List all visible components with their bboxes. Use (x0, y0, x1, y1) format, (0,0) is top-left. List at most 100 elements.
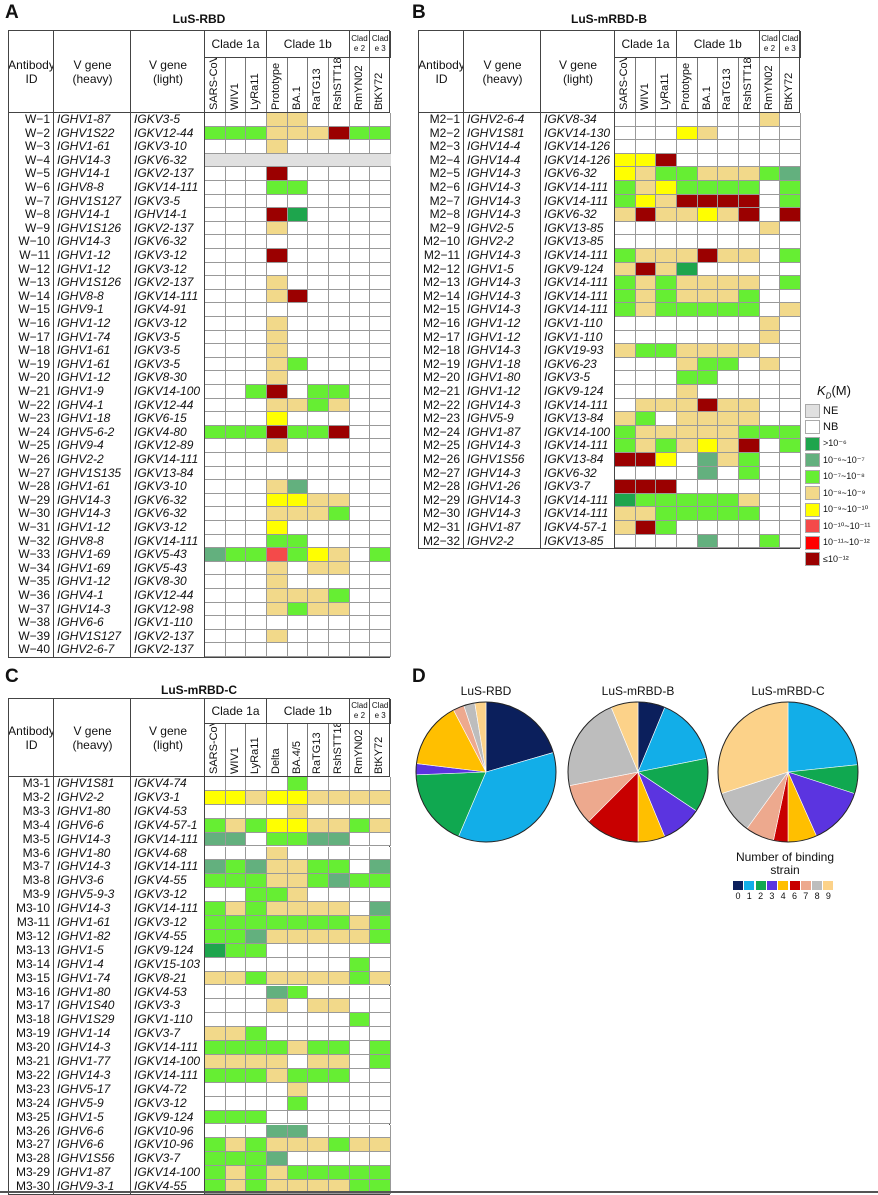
light-gene: IGKV14-100 (134, 1055, 201, 1068)
kd-cell (349, 398, 371, 413)
kd-cell (267, 616, 288, 630)
light-gene: IGKV3-5 (134, 194, 181, 208)
strain-header-cell: LyRa11 (656, 58, 677, 112)
kd-cell (349, 602, 371, 617)
strain-label: RshSTT182 (742, 58, 754, 110)
kd-cell (287, 575, 309, 589)
kd-cell (246, 167, 267, 181)
kd-cell (759, 425, 781, 440)
table-row: M2−15 IGHV14-3 IGKV14-111 (419, 303, 801, 317)
table-row: M3-30 IGHV9-3-1 IGKV4-55 (9, 1180, 391, 1194)
strain-label: RmYN02 (762, 65, 775, 110)
kd-cell (759, 480, 781, 494)
kd-cell (615, 249, 636, 263)
kd-cell (246, 818, 267, 833)
kd-cell (329, 249, 350, 263)
light-gene: IGKV4-74 (134, 777, 187, 790)
legend-item: 10⁻⁸~10⁻⁹ (805, 485, 870, 502)
heavy-gene: IGHV14-3 (467, 344, 521, 358)
light-gene: IGKV14-126 (544, 153, 611, 167)
kd-cell (656, 330, 677, 345)
kd-cell (267, 902, 288, 916)
kd-cell (697, 221, 719, 236)
kd-cell (267, 1096, 288, 1111)
kd-cell (287, 221, 309, 236)
kd-cell (329, 412, 350, 426)
kd-cell (615, 276, 636, 290)
strain-header-cell: WIV1 (226, 58, 247, 112)
kd-cell (267, 777, 288, 791)
kd-cell (615, 181, 636, 195)
kd-cell (267, 1166, 288, 1181)
strain-label: RmYN02 (352, 65, 365, 110)
table-row: W−26 IGHV2-2 IGKV14-111 (9, 453, 391, 467)
kd-cell (329, 1013, 350, 1028)
kd-cell (267, 860, 288, 875)
kd-cell (267, 181, 288, 195)
kd-cell (308, 790, 329, 805)
light-gene: IGKV9-124 (544, 385, 604, 398)
kd-cell (370, 1096, 391, 1111)
kd-cell (287, 832, 309, 847)
light-gene: IGKV14-111 (544, 439, 609, 453)
light-gene: IGKV4-72 (134, 1082, 187, 1096)
kd-cell (635, 249, 657, 263)
kd-cell (205, 971, 226, 986)
kd-cell (677, 113, 698, 127)
kd-cell (656, 425, 677, 440)
kd-cell (349, 1027, 371, 1042)
light-gene: IGKV3-12 (134, 249, 187, 262)
kd-cell (308, 249, 329, 263)
strain-label: SARS-CoV (208, 58, 220, 110)
kd-cell (308, 888, 329, 903)
pie-legend-swatch (789, 881, 800, 890)
kd-cell (329, 971, 350, 986)
kd-cell (656, 453, 677, 467)
kd-cell (267, 371, 288, 385)
heavy-gene: IGHV2-2 (467, 534, 514, 548)
kd-cell (656, 357, 677, 372)
light-gene: IGKV12-44 (134, 589, 194, 602)
strain-label: BtKY72 (783, 72, 796, 110)
kd-cell (205, 999, 226, 1014)
antibody-id: W−11 (19, 249, 50, 262)
kd-cell (308, 412, 329, 426)
kd-cell (287, 113, 309, 127)
kd-cell (349, 235, 371, 249)
strain-header-cell: BtKY72 (780, 58, 801, 112)
kd-cell (615, 208, 636, 222)
kd-cell (205, 466, 226, 481)
antibody-id: M2−29 (422, 493, 460, 507)
kd-cell (246, 1124, 267, 1139)
header-heavy: V gene (heavy) (482, 57, 523, 86)
kd-cell (287, 1027, 309, 1042)
heavy-gene: IGHV14-4 (467, 153, 521, 167)
header-id: Antibody ID (9, 723, 54, 752)
kd-cell (718, 126, 739, 141)
kd-cell (718, 385, 739, 399)
kd-cell (697, 344, 719, 358)
heavy-gene: IGHV5-9 (57, 1096, 104, 1110)
kd-cell (287, 480, 309, 494)
kd-cell (780, 344, 801, 358)
antibody-id: W−24 (18, 425, 50, 439)
table-row: M3-25 IGHV1-5 IGKV9-124 (9, 1110, 391, 1125)
kd-cell (635, 153, 657, 168)
strain-header-cell: RshSTT182 (329, 724, 350, 776)
table-row: M3-4 IGHV6-6 IGKV4-57-1 (9, 818, 391, 833)
kd-cell (329, 289, 350, 304)
kd-cell (287, 846, 309, 861)
kd-cell (697, 371, 719, 385)
kd-cell (225, 602, 247, 617)
kd-cell (370, 860, 391, 875)
light-gene: IGKV14-111 (544, 194, 609, 208)
kd-cell (759, 303, 781, 317)
kd-cell (225, 548, 247, 562)
kd-cell (718, 221, 739, 236)
kd-cell (287, 860, 309, 875)
legend-swatch (805, 453, 820, 468)
kd-cell (308, 1124, 329, 1139)
heavy-gene: IGHV14-3 (57, 860, 111, 874)
kd-cell (287, 629, 309, 644)
kd-cell (205, 439, 226, 453)
